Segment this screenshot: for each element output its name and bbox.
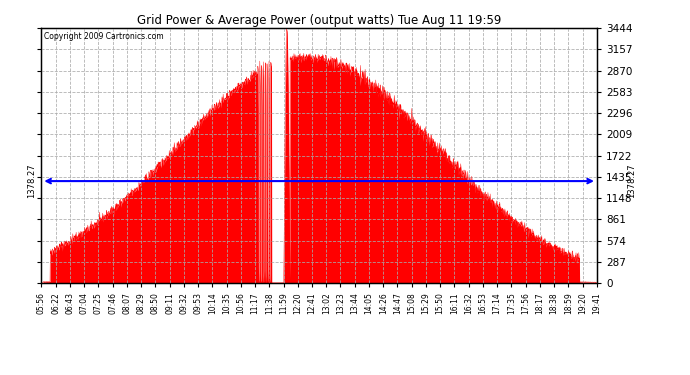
Text: 1378.27: 1378.27 — [28, 164, 37, 198]
Text: 1378.27: 1378.27 — [627, 164, 636, 198]
Title: Grid Power & Average Power (output watts) Tue Aug 11 19:59: Grid Power & Average Power (output watts… — [137, 14, 502, 27]
Text: Copyright 2009 Cartronics.com: Copyright 2009 Cartronics.com — [44, 32, 164, 41]
